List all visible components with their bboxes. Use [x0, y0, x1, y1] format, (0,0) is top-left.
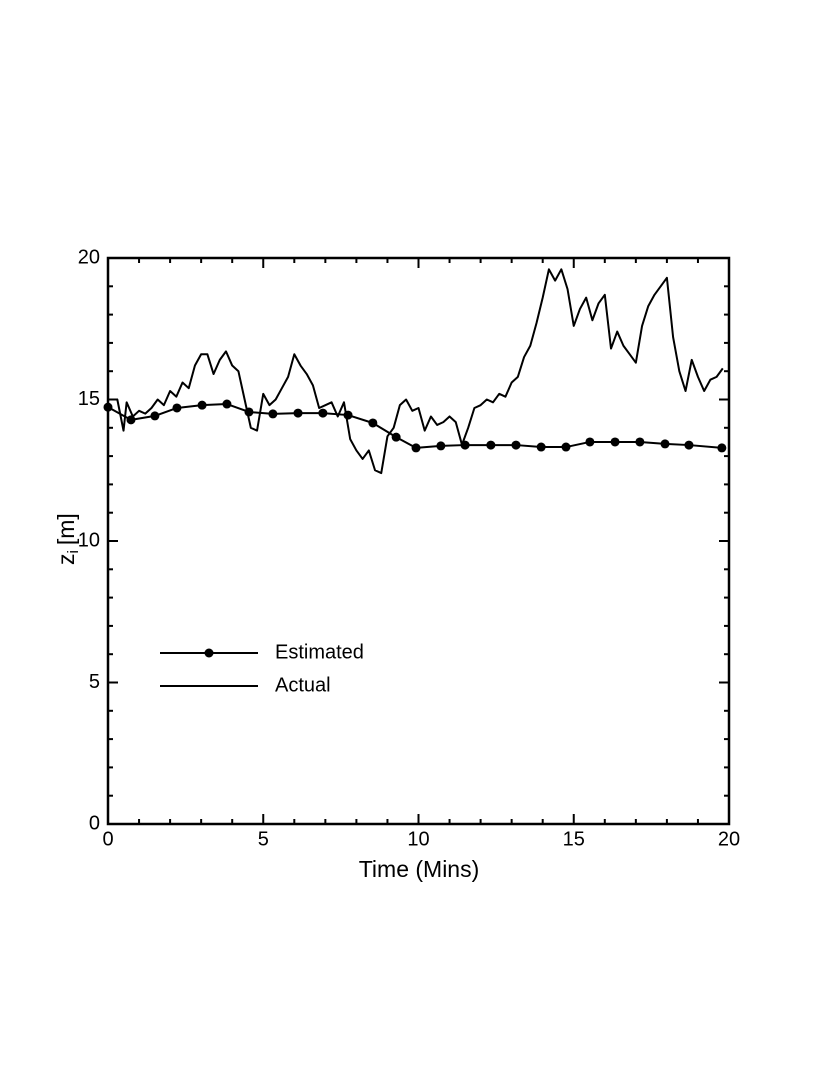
series-marker — [126, 415, 136, 425]
y-axis-label: zi [m] — [53, 513, 82, 565]
x-tick-label: 5 — [258, 828, 269, 850]
legend-label: Actual — [275, 674, 331, 696]
series-marker — [436, 441, 446, 451]
series-marker — [318, 408, 328, 418]
series-marker — [717, 443, 727, 453]
series-marker — [561, 442, 571, 452]
x-tick-label: 15 — [563, 828, 585, 850]
x-tick-label: 0 — [102, 828, 113, 850]
series-marker — [486, 440, 496, 450]
y-label-subscript: i — [65, 550, 82, 553]
y-label-symbol: z — [53, 554, 79, 566]
series-marker — [172, 403, 182, 413]
series-marker — [635, 437, 645, 447]
series-marker — [293, 408, 303, 418]
y-tick-label: 0 — [89, 812, 100, 834]
y-tick-label: 10 — [78, 529, 100, 551]
y-tick-label: 20 — [78, 246, 100, 268]
y-axis-label-main: zi [m] — [53, 513, 82, 565]
series-marker — [585, 437, 595, 447]
series-marker — [197, 400, 207, 410]
series-marker — [411, 443, 421, 453]
series-marker — [222, 399, 232, 409]
legend-label: Estimated — [275, 641, 364, 663]
y-label-unit: [m] — [53, 513, 79, 545]
series-marker — [268, 409, 278, 419]
series-marker — [391, 432, 401, 442]
series-marker — [684, 440, 694, 450]
series-line — [108, 268, 724, 475]
series-marker — [103, 402, 113, 412]
x-axis-label: Time (Mins) — [359, 856, 480, 882]
series-marker — [536, 442, 546, 452]
x-tick-label: 10 — [407, 828, 429, 850]
series-marker — [368, 418, 378, 428]
plot-frame — [106, 256, 731, 826]
y-tick-label: 5 — [89, 671, 100, 693]
series-marker — [610, 437, 620, 447]
series-marker — [150, 411, 160, 421]
legend-marker — [204, 648, 214, 658]
series-marker — [660, 439, 670, 449]
y-tick-label: 15 — [78, 388, 100, 410]
x-tick-label: 20 — [718, 828, 740, 850]
series-marker — [511, 440, 521, 450]
